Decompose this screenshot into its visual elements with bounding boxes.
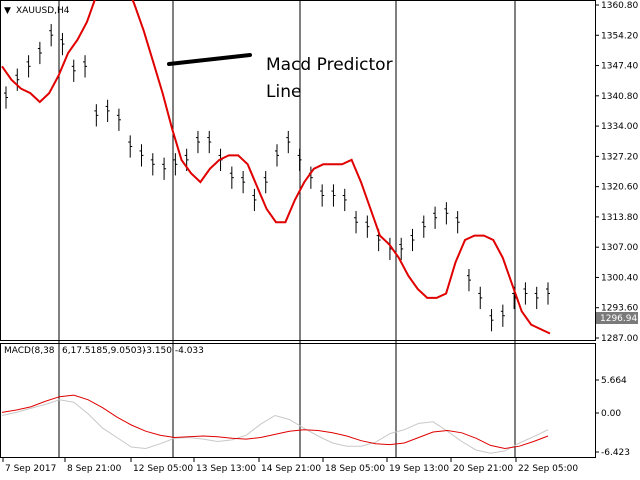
time-tick-label: 8 Sep 21:00 xyxy=(67,464,122,474)
main-chart-frame xyxy=(0,0,596,341)
dropdown-icon[interactable]: ▼ xyxy=(4,6,11,16)
time-tick-label: 19 Sep 13:00 xyxy=(389,464,449,474)
price-tick-label: 1327.20 xyxy=(601,152,638,162)
period-separators xyxy=(58,1,516,457)
price-tick-label: 1347.40 xyxy=(601,62,638,72)
macd-label-rest: 6,17.5185,9.0503) xyxy=(62,346,146,356)
macd-tick-label: 5.664 xyxy=(601,376,627,386)
price-tick-label: 1293.60 xyxy=(601,304,638,314)
price-tick-label: 1354.20 xyxy=(601,31,638,41)
price-tick-label: 1300.40 xyxy=(601,273,638,283)
macd-signal-line xyxy=(1,399,549,454)
macd-tick-label: -6.423 xyxy=(601,448,630,458)
macd-axis: 5.664 0.00 -6.423 xyxy=(595,376,630,458)
macd-predictor-line xyxy=(1,0,551,335)
price-tick-label: 1340.80 xyxy=(601,92,638,102)
time-tick-label: 12 Sep 05:00 xyxy=(133,464,193,474)
current-price-tag xyxy=(596,312,638,324)
time-tick-label: 14 Sep 21:00 xyxy=(261,464,321,474)
time-tick-label: 18 Sep 05:00 xyxy=(325,464,385,474)
price-tick-label: 1320.60 xyxy=(601,183,638,193)
time-tick-label: 13 Sep 13:00 xyxy=(196,464,256,474)
time-tick-label: 20 Sep 21:00 xyxy=(453,464,513,474)
price-tick-label: 1287.00 xyxy=(601,334,638,344)
macd-values: -3.150 -4.033 xyxy=(143,346,204,356)
macd-main-line xyxy=(1,394,549,450)
macd-label: MACD(8,38 xyxy=(4,346,55,356)
price-tick-label: 1307.00 xyxy=(601,243,638,253)
time-tick-label: 7 Sep 2017 xyxy=(5,464,56,474)
price-tick-label: 1360.80 xyxy=(601,1,638,11)
annotation-line2: Line xyxy=(266,82,301,102)
current-price-label: 1296.94 xyxy=(600,314,637,324)
time-axis: 7 Sep 2017 8 Sep 21:00 12 Sep 05:00 13 Sep … xyxy=(2,458,578,474)
price-tick-label: 1313.80 xyxy=(601,213,638,223)
time-tick-label: 22 Sep 05:00 xyxy=(518,464,578,474)
ohlc-bars xyxy=(4,24,550,332)
price-axis: 1360.80 1354.20 1347.40 1340.80 1334.00 1327.… xyxy=(595,1,638,344)
symbol-label: XAUUSD,H4 xyxy=(16,6,70,16)
macd-panel-frame xyxy=(0,343,596,458)
annotation-line1: Macd Predictor xyxy=(266,55,393,75)
macd-tick-label: 0.00 xyxy=(601,409,621,419)
price-tick-label: 1334.00 xyxy=(601,122,638,132)
annotation-arrow xyxy=(167,53,252,66)
